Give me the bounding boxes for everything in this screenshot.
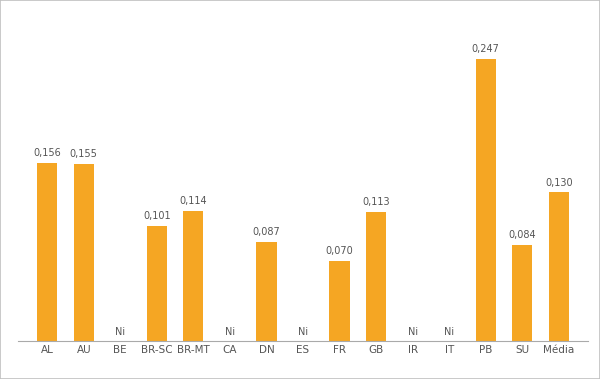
- Text: 0,113: 0,113: [362, 197, 390, 207]
- Bar: [476, 59, 496, 341]
- Bar: [147, 226, 167, 341]
- Bar: [256, 241, 277, 341]
- Bar: [329, 261, 350, 341]
- Text: 0,084: 0,084: [508, 230, 536, 240]
- Text: 0,155: 0,155: [70, 149, 98, 159]
- Bar: [74, 164, 94, 341]
- Text: 0,114: 0,114: [179, 196, 207, 206]
- Bar: [549, 193, 569, 341]
- Text: Ni: Ni: [407, 327, 418, 337]
- Text: 0,087: 0,087: [253, 227, 280, 237]
- Text: 0,130: 0,130: [545, 178, 572, 188]
- Bar: [37, 163, 57, 341]
- Bar: [512, 245, 532, 341]
- Text: Ni: Ni: [115, 327, 125, 337]
- Text: Ni: Ni: [225, 327, 235, 337]
- Text: 0,101: 0,101: [143, 211, 170, 221]
- Text: Ni: Ni: [298, 327, 308, 337]
- Bar: [184, 211, 203, 341]
- Text: 0,070: 0,070: [326, 246, 353, 257]
- Bar: [366, 212, 386, 341]
- Text: Ni: Ni: [444, 327, 454, 337]
- Text: 0,156: 0,156: [34, 148, 61, 158]
- Text: 0,247: 0,247: [472, 44, 500, 54]
